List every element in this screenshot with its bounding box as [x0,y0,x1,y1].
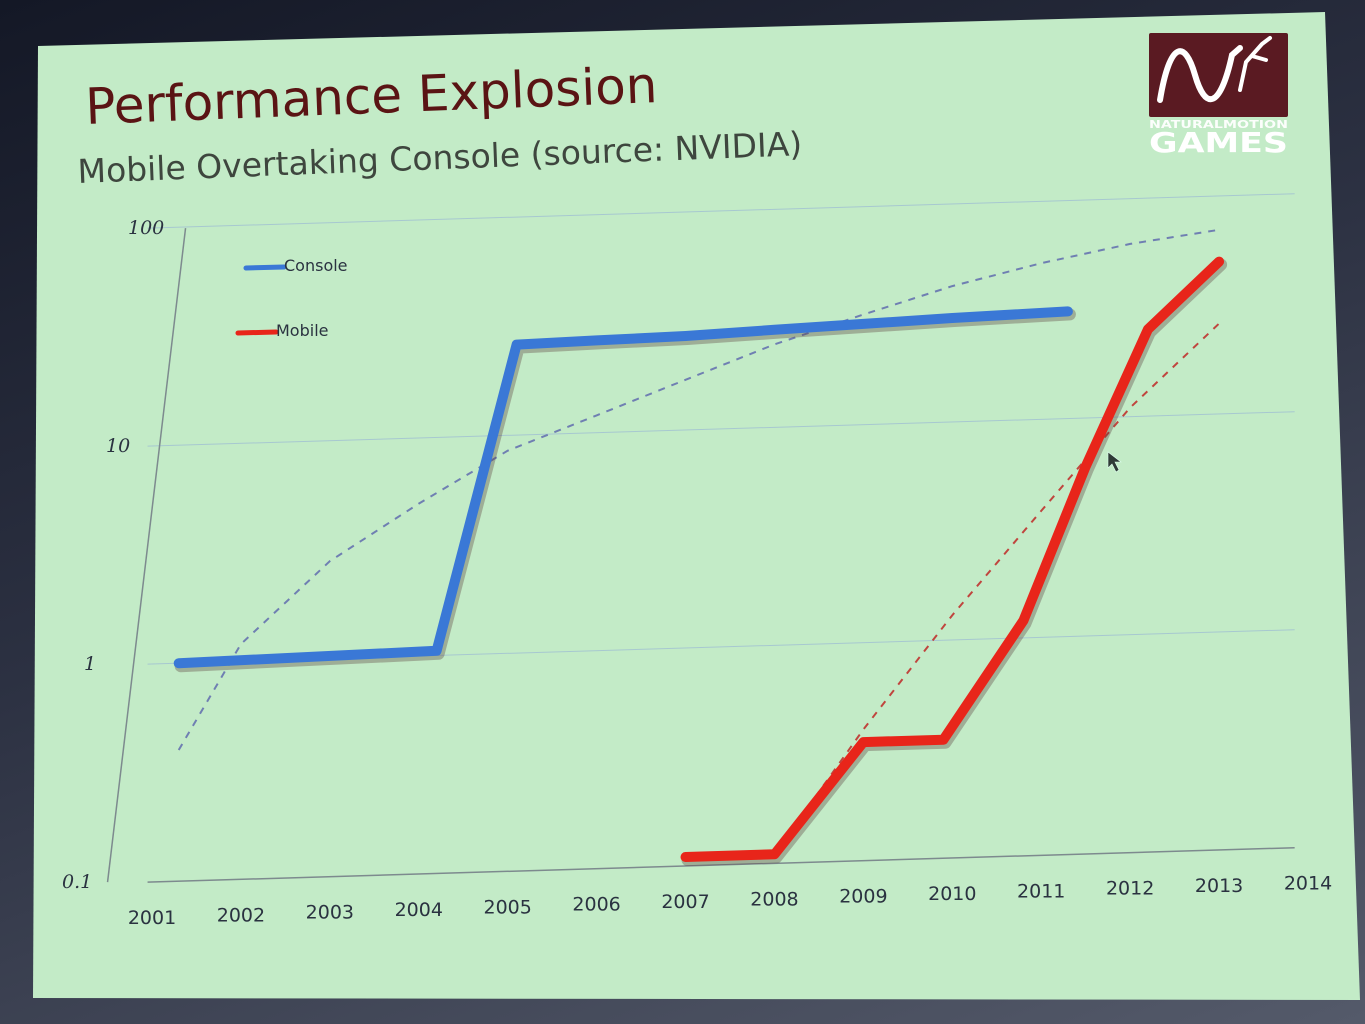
logo-box [1149,33,1288,117]
x-tick-label: 2008 [750,888,798,910]
legend-label-mobile: Mobile [276,321,328,340]
trendline-console [177,228,1220,751]
series-line-mobile [680,256,1225,862]
y-tick-label: 1 [84,653,96,675]
legend-swatch-console [243,264,287,271]
diver-figure-icon [1238,36,1272,92]
logo-top-text: NATURALMOTION [1149,118,1288,131]
y-gridline [147,846,1295,883]
mouse-pointer-icon [1107,451,1122,473]
x-tick-label: 2014 [1284,872,1332,894]
slide-background [33,12,1360,1000]
trendline-mobile [773,322,1220,855]
x-tick-label: 2002 [217,904,265,926]
legend-swatch-mobile [235,329,279,336]
x-tick-label: 2004 [395,899,443,921]
y-tick-label: 100 [128,217,164,239]
y-tick-label: 10 [106,435,130,457]
x-tick-label: 2009 [839,886,887,908]
logo-bottom-text: GAMES [1149,126,1288,159]
legend-label-console: Console [284,256,348,275]
y-tick-label: 0.1 [62,871,92,893]
x-tick-label: 2005 [484,896,532,918]
x-tick-label: 2006 [572,894,620,916]
x-tick-label: 2013 [1195,875,1243,897]
x-tick-label: 2001 [128,907,176,929]
x-tick-label: 2011 [1017,880,1065,902]
y-axis-line [106,228,187,883]
y-gridline [147,193,1295,229]
x-tick-label: 2010 [928,883,976,905]
x-tick-label: 2007 [661,891,709,913]
performance-chart: 100 10 1 0.1 2001 2002 2003 2004 2005 2006 2007 200… [62,193,1332,929]
x-tick-label: 2003 [306,902,354,924]
wave-diver-icon [1157,45,1243,103]
naturalmotion-logo: NATURALMOTION GAMES [1149,33,1288,159]
x-tick-label: 2012 [1106,878,1154,900]
